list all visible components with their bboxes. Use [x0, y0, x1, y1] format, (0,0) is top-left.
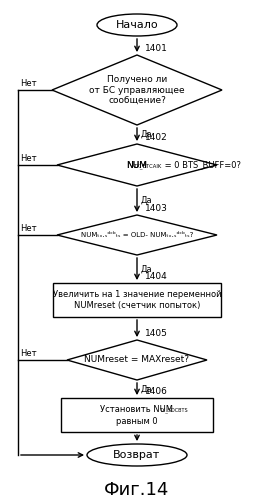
Text: 1406: 1406	[145, 387, 168, 396]
Polygon shape	[57, 144, 217, 186]
Text: равным 0: равным 0	[116, 418, 158, 427]
Text: Да: Да	[141, 385, 153, 394]
Text: Нет: Нет	[20, 224, 37, 233]
Text: Нет: Нет	[20, 79, 37, 88]
Text: NUMreset = MAXreset?: NUMreset = MAXreset?	[84, 355, 190, 364]
Text: NUM: NUM	[127, 161, 147, 170]
Ellipse shape	[97, 14, 177, 36]
Text: Нет: Нет	[20, 154, 37, 163]
Text: Возврат: Возврат	[113, 450, 161, 460]
Text: 1405: 1405	[145, 329, 168, 338]
Text: Получено ли
от БС управляющее
сообщение?: Получено ли от БС управляющее сообщение?	[89, 75, 185, 105]
Text: 1402: 1402	[145, 133, 168, 142]
Text: Да: Да	[141, 264, 153, 273]
Text: 1403: 1403	[145, 204, 168, 213]
FancyBboxPatch shape	[53, 283, 221, 317]
Text: Установить NUM: Установить NUM	[101, 406, 173, 415]
Polygon shape	[57, 215, 217, 255]
Text: 1404: 1404	[145, 272, 168, 281]
Text: Начало: Начало	[116, 20, 158, 30]
Text: = 0 BTS_BUFF=0?: = 0 BTS_BUFF=0?	[162, 161, 241, 170]
Text: 1401: 1401	[145, 44, 168, 53]
Text: NUM: NUM	[127, 161, 147, 170]
Ellipse shape	[87, 444, 187, 466]
Polygon shape	[67, 340, 207, 380]
Text: Увеличить на 1 значение переменной
NUMreset (счетчик попыток): Увеличить на 1 значение переменной NUMre…	[53, 290, 221, 310]
Text: Фиг.14: Фиг.14	[104, 481, 170, 499]
Text: Да: Да	[141, 196, 153, 205]
Text: TX_BTCAIK: TX_BTCAIK	[134, 163, 162, 169]
Polygon shape	[52, 55, 222, 125]
FancyBboxPatch shape	[61, 398, 213, 432]
Text: Нет: Нет	[20, 349, 37, 358]
Text: TX_SDCBTS: TX_SDCBTS	[159, 407, 188, 413]
Text: Да: Да	[141, 130, 153, 139]
Text: NUMₜₓ.ₛᵈᶜᵇₜₛ = OLD- NUMₜₓ.ₛᵈᶜᵇₜₛ?: NUMₜₓ.ₛᵈᶜᵇₜₛ = OLD- NUMₜₓ.ₛᵈᶜᵇₜₛ?	[81, 232, 193, 238]
